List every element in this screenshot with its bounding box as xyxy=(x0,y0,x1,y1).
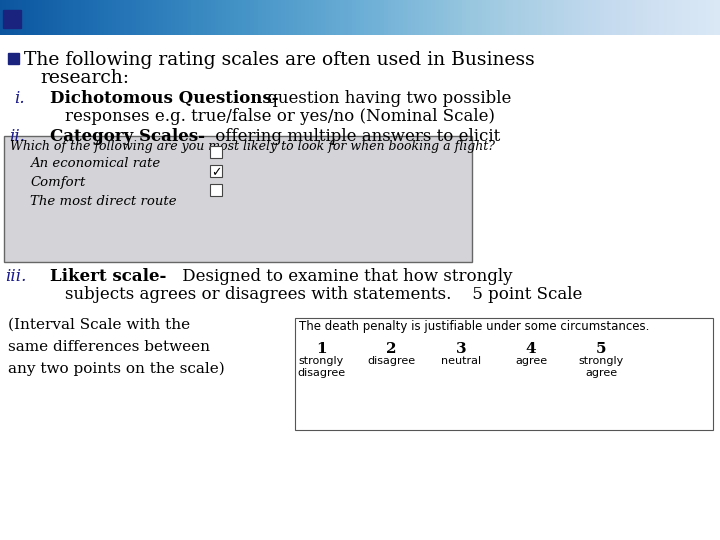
Text: i.: i. xyxy=(14,90,24,107)
Text: offering multiple answers to elicit: offering multiple answers to elicit xyxy=(210,128,500,145)
Bar xyxy=(210,184,222,196)
Text: neutral: neutral xyxy=(441,356,481,366)
Text: Category Scales-: Category Scales- xyxy=(50,128,205,145)
Text: ii.: ii. xyxy=(9,128,25,145)
Text: (Interval Scale with the
same differences between
any two points on the scale): (Interval Scale with the same difference… xyxy=(8,318,225,376)
Text: strongly
disagree: strongly disagree xyxy=(297,356,345,377)
Text: strongly
agree: strongly agree xyxy=(578,356,624,377)
Text: Which of the following are you most likely to look for when booking a flight?: Which of the following are you most like… xyxy=(10,140,495,153)
Text: Comfort: Comfort xyxy=(30,176,86,189)
Bar xyxy=(3,10,21,28)
Text: ✓: ✓ xyxy=(211,166,222,179)
Text: 1: 1 xyxy=(315,342,326,356)
Text: The death penalty is justifiable under some circumstances.: The death penalty is justifiable under s… xyxy=(299,320,649,333)
Text: iii.: iii. xyxy=(5,268,27,285)
Text: Likert scale-: Likert scale- xyxy=(50,268,166,285)
Text: Dichotomous Questions-: Dichotomous Questions- xyxy=(50,90,279,107)
Text: An economical rate: An economical rate xyxy=(30,157,161,170)
Text: 2: 2 xyxy=(386,342,396,356)
Text: The following rating scales are often used in Business: The following rating scales are often us… xyxy=(24,51,535,69)
Text: 5: 5 xyxy=(595,342,606,356)
Text: research:: research: xyxy=(40,69,129,87)
Text: 3: 3 xyxy=(456,342,467,356)
Bar xyxy=(4,136,472,262)
Bar xyxy=(210,146,222,158)
Bar xyxy=(210,165,222,177)
Text: The most direct route: The most direct route xyxy=(30,195,176,208)
Text: subjects agrees or disagrees with statements.    5 point Scale: subjects agrees or disagrees with statem… xyxy=(65,286,582,303)
Text: 4: 4 xyxy=(526,342,536,356)
Text: agree: agree xyxy=(515,356,547,366)
Text: question having two possible: question having two possible xyxy=(262,90,511,107)
Text: disagree: disagree xyxy=(367,356,415,366)
Text: Designed to examine that how strongly: Designed to examine that how strongly xyxy=(177,268,513,285)
Bar xyxy=(8,53,19,64)
Text: responses e.g. true/false or yes/no (Nominal Scale): responses e.g. true/false or yes/no (Nom… xyxy=(65,108,495,125)
Bar xyxy=(295,318,713,430)
